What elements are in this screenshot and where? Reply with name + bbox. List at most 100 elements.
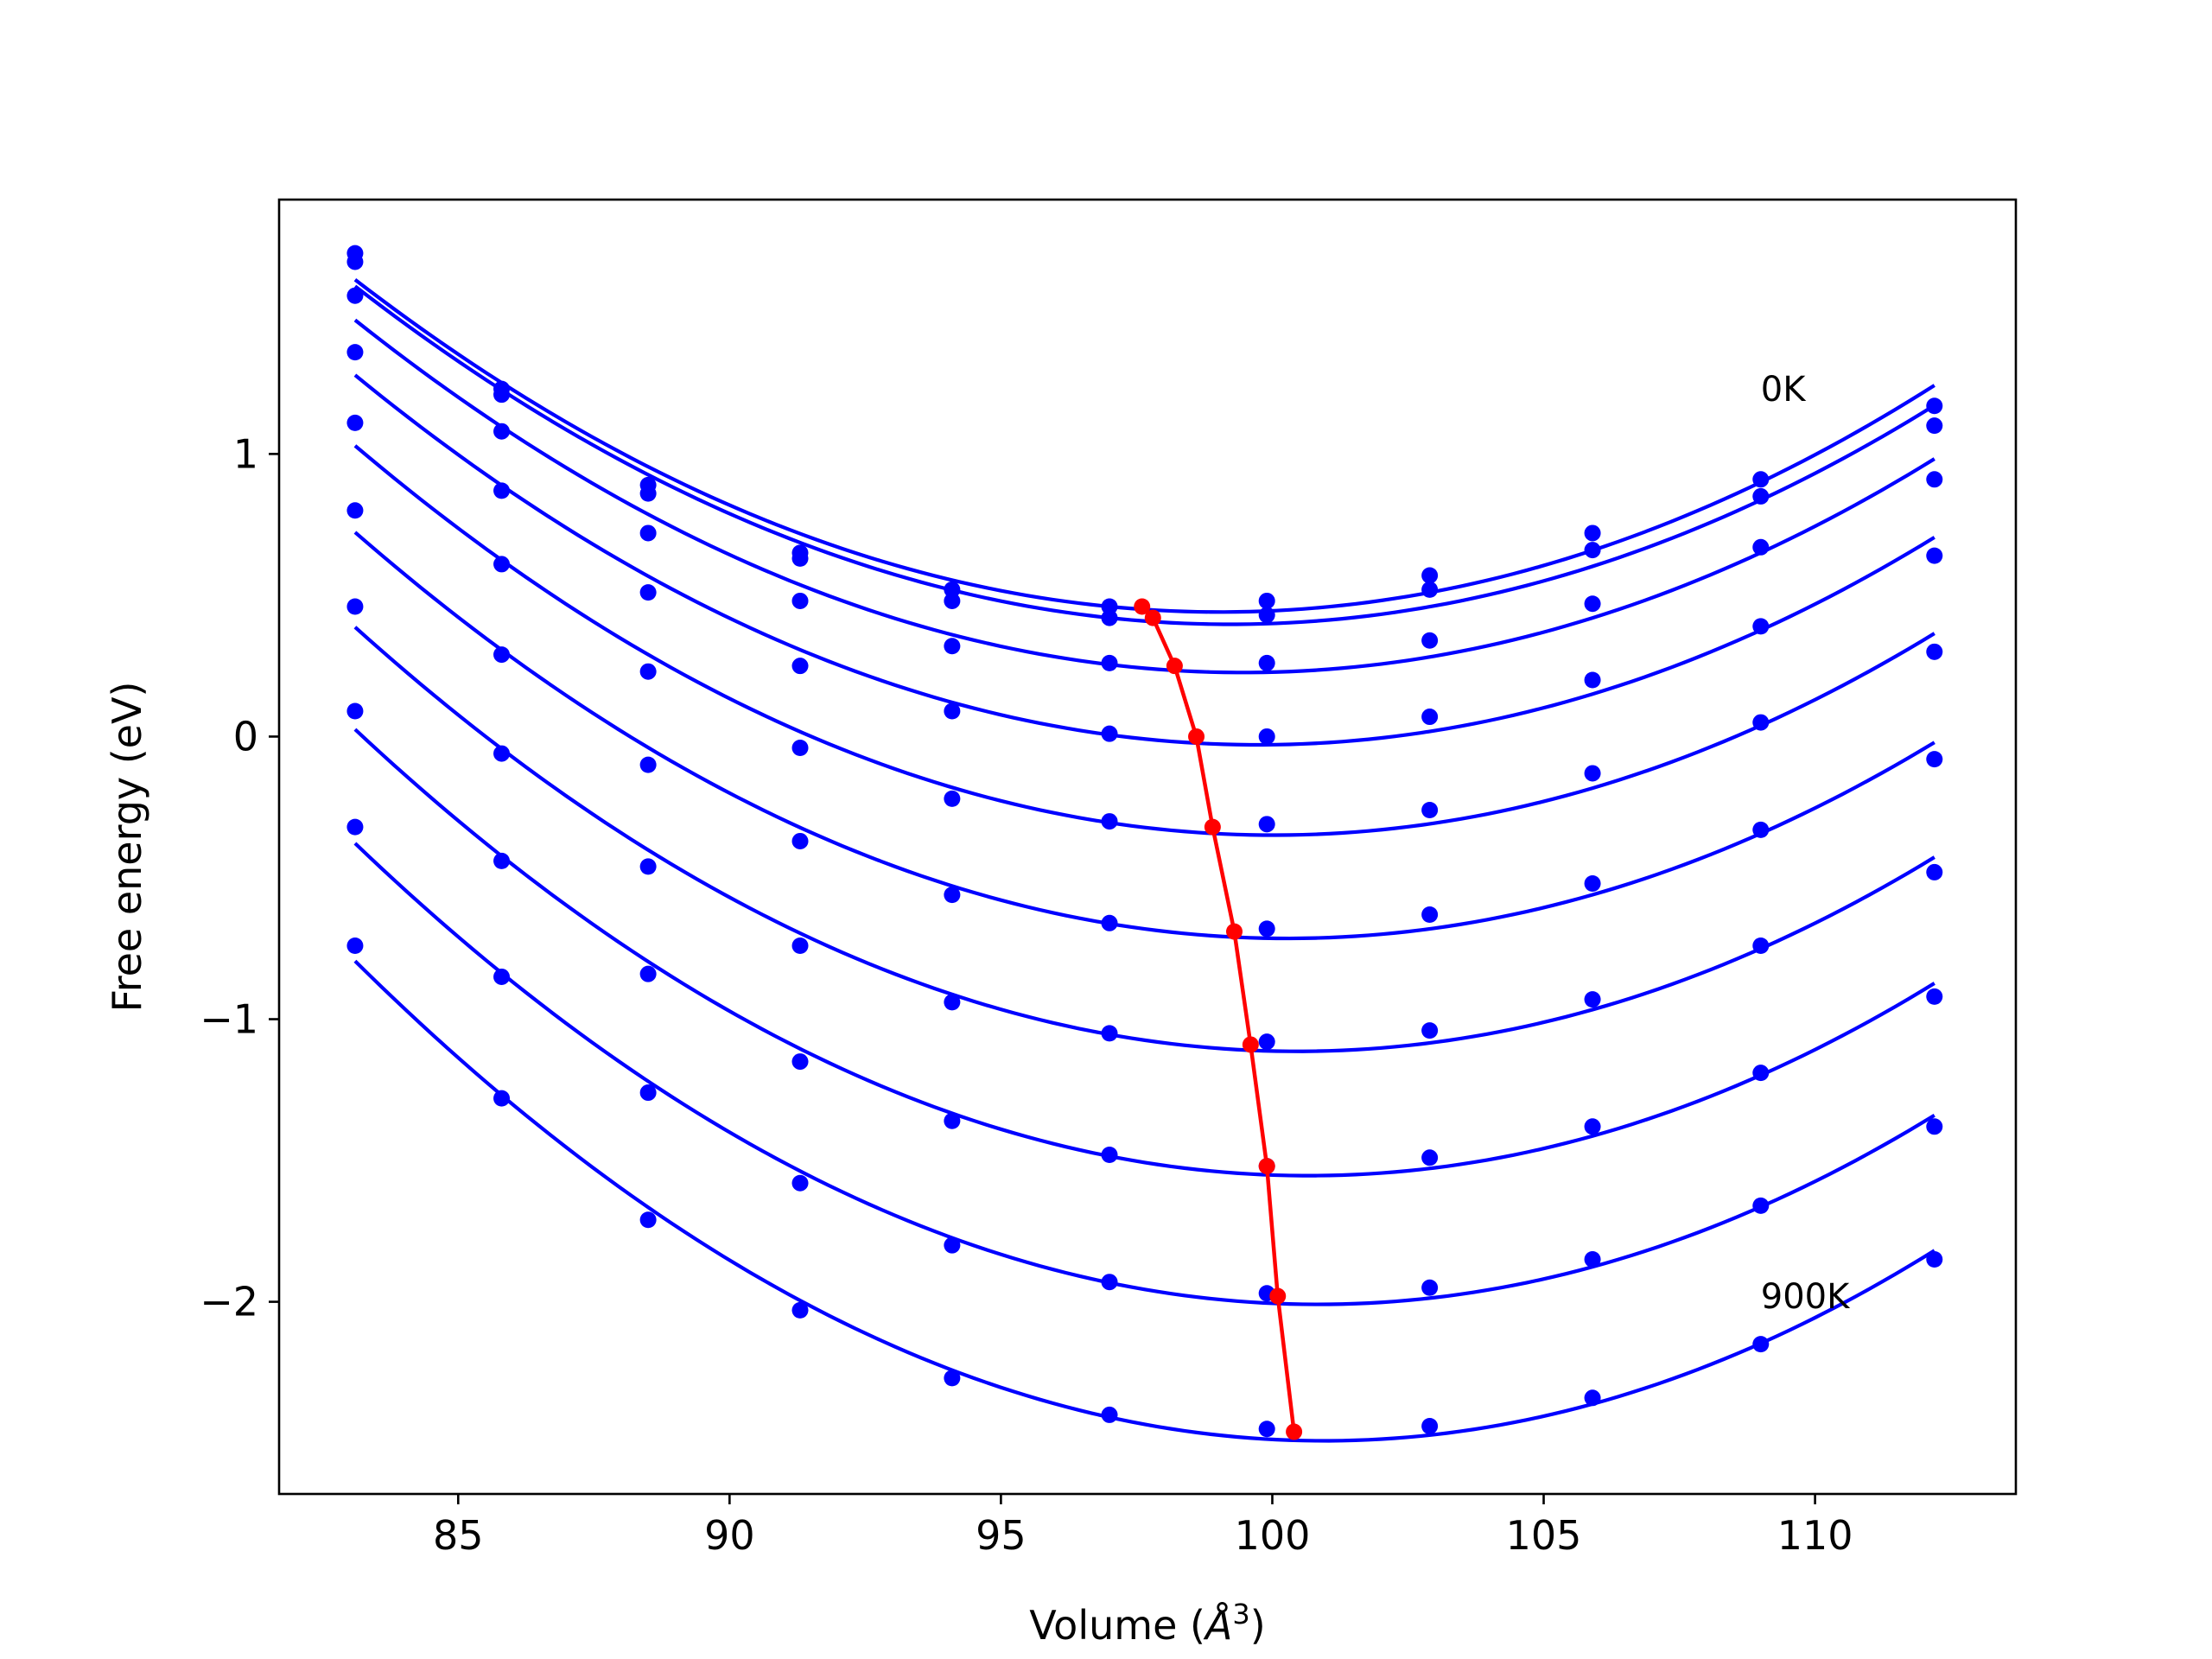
- y-tick-label: −1: [200, 996, 258, 1043]
- data-point: [1258, 607, 1275, 624]
- minimum-point: [1286, 1423, 1303, 1440]
- data-point: [1421, 1149, 1439, 1166]
- minimum-point: [1242, 1036, 1259, 1053]
- data-point: [1101, 725, 1118, 742]
- data-point: [1926, 547, 1943, 564]
- data-point: [493, 386, 511, 404]
- data-point: [1101, 1406, 1118, 1423]
- y-tick-label: 1: [233, 430, 258, 477]
- isotherm-curve-4: [353, 444, 1936, 837]
- isotherm-curve-9: [353, 959, 1936, 1443]
- y-tick-label: 0: [233, 713, 258, 760]
- data-point: [639, 858, 657, 875]
- data-point: [1584, 1251, 1601, 1268]
- data-point: [1584, 765, 1601, 782]
- x-tick-label: 90: [704, 1512, 755, 1559]
- data-point: [639, 965, 657, 982]
- x-tick-label: 105: [1506, 1512, 1582, 1559]
- isotherm-curve-3: [353, 373, 1936, 747]
- data-point: [346, 598, 364, 615]
- data-point: [1584, 542, 1601, 559]
- y-tick-label: −2: [200, 1279, 258, 1325]
- data-point: [791, 592, 809, 609]
- data-point: [639, 1084, 657, 1102]
- x-tick-label: 110: [1777, 1512, 1853, 1559]
- data-point: [791, 832, 809, 849]
- data-point: [1101, 1025, 1118, 1042]
- data-point: [1258, 1421, 1275, 1438]
- minimum-point: [1134, 598, 1151, 615]
- data-point: [493, 423, 511, 440]
- data-point: [346, 502, 364, 519]
- data-point: [1584, 1118, 1601, 1135]
- data-point: [1421, 581, 1439, 598]
- data-point: [1101, 598, 1118, 615]
- data-point: [1258, 654, 1275, 671]
- data-point: [1101, 654, 1118, 671]
- data-point: [1421, 709, 1439, 726]
- data-point: [1258, 1033, 1275, 1051]
- data-point: [346, 937, 364, 954]
- data-point: [346, 702, 364, 720]
- data-point: [791, 1301, 809, 1319]
- minimum-point: [1258, 1158, 1275, 1175]
- data-point: [791, 550, 809, 567]
- data-point: [1926, 751, 1943, 768]
- annotation-label: 0K: [1761, 370, 1807, 410]
- data-point: [1101, 609, 1118, 626]
- data-point: [1258, 920, 1275, 938]
- data-point: [1584, 524, 1601, 542]
- data-point: [1421, 906, 1439, 923]
- data-point: [944, 790, 961, 807]
- x-tick-label: 95: [976, 1512, 1027, 1559]
- data-point: [639, 756, 657, 773]
- isotherm-curve-5: [353, 531, 1936, 941]
- minimum-point: [1269, 1287, 1287, 1305]
- data-point: [944, 994, 961, 1011]
- data-point: [1926, 863, 1943, 880]
- minimum-point: [1144, 609, 1161, 626]
- data-point: [1584, 595, 1601, 613]
- data-point: [1258, 816, 1275, 833]
- data-point: [1752, 1197, 1770, 1214]
- data-point: [639, 1211, 657, 1229]
- data-point: [1926, 643, 1943, 660]
- data-point: [346, 414, 364, 431]
- data-point: [639, 663, 657, 680]
- data-point: [944, 1370, 961, 1387]
- minimum-energy-path: [1141, 605, 1296, 1433]
- data-point: [1421, 801, 1439, 818]
- data-point: [944, 887, 961, 904]
- data-point: [1926, 1251, 1943, 1268]
- data-point: [639, 584, 657, 601]
- data-point: [944, 1112, 961, 1129]
- x-tick-label: 100: [1235, 1512, 1311, 1559]
- data-point: [1258, 728, 1275, 745]
- data-point: [493, 852, 511, 869]
- data-point: [1752, 487, 1770, 505]
- isotherm-curve-8: [353, 842, 1936, 1306]
- data-point: [493, 968, 511, 985]
- x-axis-label: Volume (Å3): [1029, 1598, 1265, 1649]
- data-point: [791, 658, 809, 675]
- x-axis-label-close: ): [1250, 1602, 1266, 1649]
- data-point: [1584, 991, 1601, 1008]
- data-point: [493, 482, 511, 499]
- data-point: [1421, 1279, 1439, 1296]
- data-point: [1584, 1389, 1601, 1407]
- data-point: [1752, 618, 1770, 635]
- data-point: [1421, 632, 1439, 649]
- data-point: [791, 1174, 809, 1192]
- data-point: [1101, 813, 1118, 830]
- data-point: [944, 592, 961, 609]
- data-point: [346, 818, 364, 836]
- plot-area: [346, 245, 1943, 1443]
- data-point: [791, 740, 809, 757]
- minimum-point: [1188, 728, 1205, 745]
- data-point: [1926, 417, 1943, 435]
- data-point: [1752, 714, 1770, 731]
- data-point: [791, 1053, 809, 1071]
- y-axis: −2 −1 0 1: [200, 430, 279, 1325]
- data-point: [944, 638, 961, 655]
